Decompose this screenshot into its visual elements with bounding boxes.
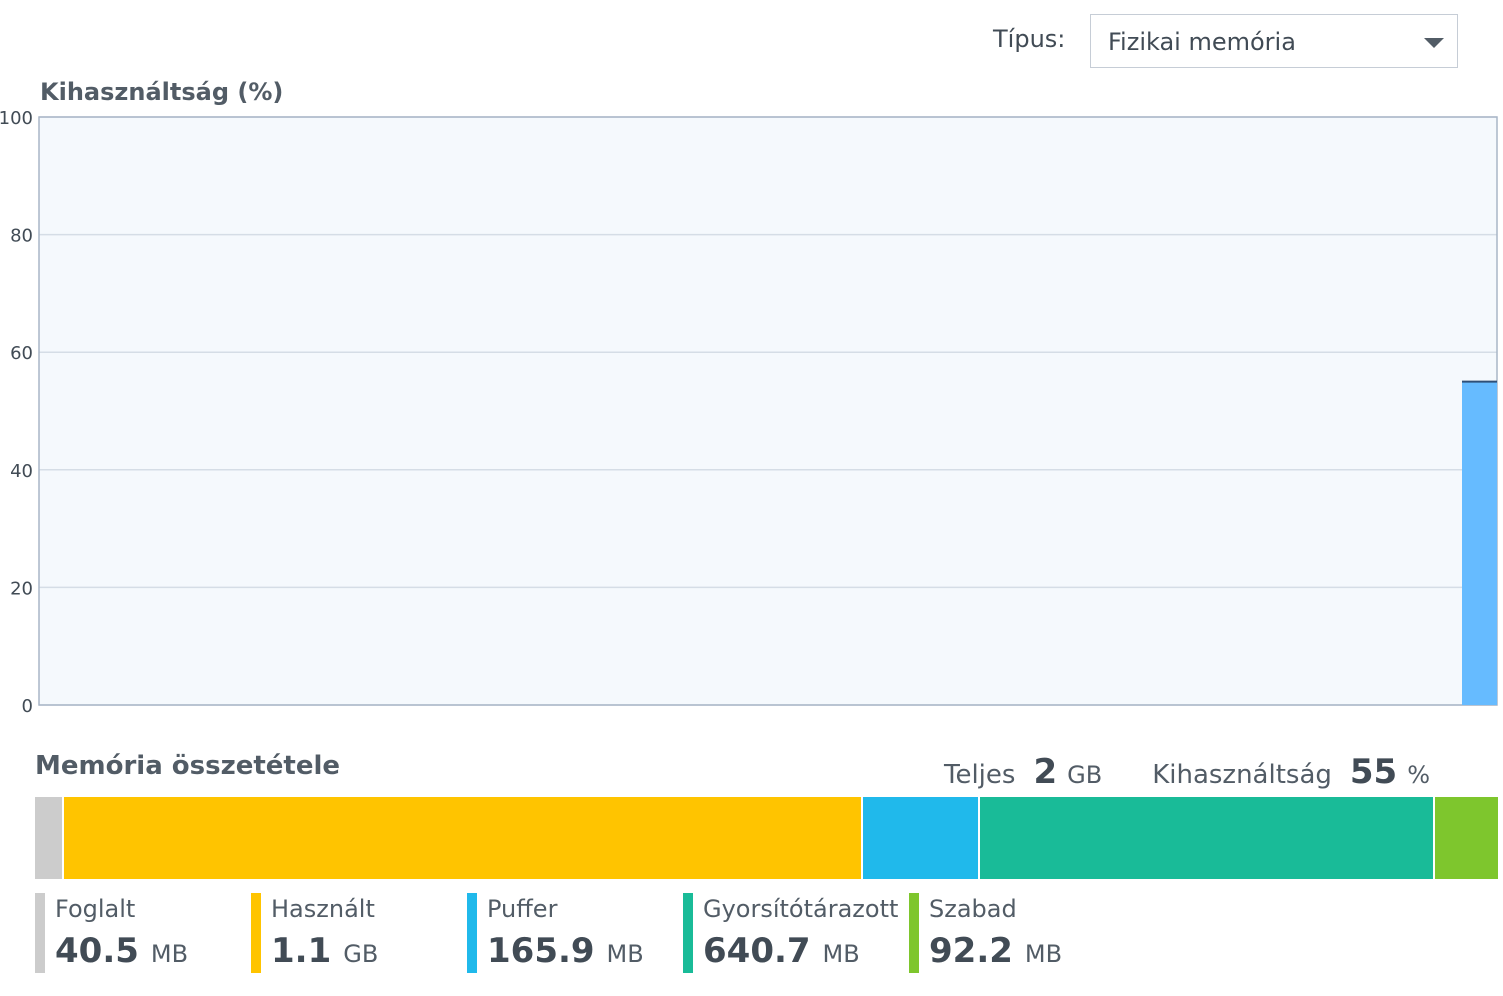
legend-name: Puffer [487,895,558,923]
legend-swatch [909,893,919,973]
legend-swatch [683,893,693,973]
y-tick-label: 60 [10,343,33,364]
segment-puffer [862,797,981,879]
y-tick-label: 0 [22,696,33,717]
total-value: 2 [1033,752,1058,792]
legend-value: 92.2 [929,931,1013,971]
legend-swatch [251,893,261,973]
total-unit: GB [1067,761,1103,789]
legend-unit: MB [150,940,189,968]
chart-title: Kihasználtság (%) [40,78,284,106]
type-label: Típus: [993,25,1066,53]
composition-bar [35,797,1500,879]
legend-swatch [467,893,477,973]
legend-unit: MB [606,940,644,968]
type-select-value: Fizikai memória [1108,28,1296,56]
y-tick-label: 100 [0,108,33,129]
legend-swatch [35,893,45,973]
y-tick-label: 20 [10,578,33,599]
legend-name: Foglalt [55,895,136,923]
legend-value: 40.5 [55,931,139,971]
legend-name: Használt [271,895,375,923]
segment-gyorsitotarazott [980,797,1435,879]
legend-name: Szabad [929,895,1017,923]
usage-area [1462,381,1497,705]
legend-unit: MB [1024,940,1063,968]
legend-value: 1.1 [271,931,332,971]
memory-summary: Teljes 2 GB Kihasználtság 55% [944,752,1430,792]
usage-unit: % [1407,761,1431,789]
y-tick-label: 80 [10,226,33,247]
legend-unit: MB [822,940,860,968]
segment-foglalt [35,797,64,879]
plot-area [39,117,1497,705]
usage-label: Kihasználtság [1152,760,1332,790]
total-label: Teljes [944,760,1016,790]
legend-value: 165.9 [487,931,595,971]
legend-name: Gyorsítótárazott [703,895,899,923]
legend-unit: GB [343,940,379,968]
legend-value: 640.7 [703,931,811,971]
composition-title: Memória összetétele [35,751,341,781]
segment-hasznalt [63,797,863,879]
segment-szabad [1434,797,1500,879]
usage-chart: 100 80 60 40 20 0 [0,108,1498,717]
type-select[interactable]: Fizikai memória [1090,14,1458,68]
chevron-down-icon[interactable] [1424,38,1444,48]
usage-value: 55 [1349,752,1398,792]
y-tick-label: 40 [10,461,33,482]
